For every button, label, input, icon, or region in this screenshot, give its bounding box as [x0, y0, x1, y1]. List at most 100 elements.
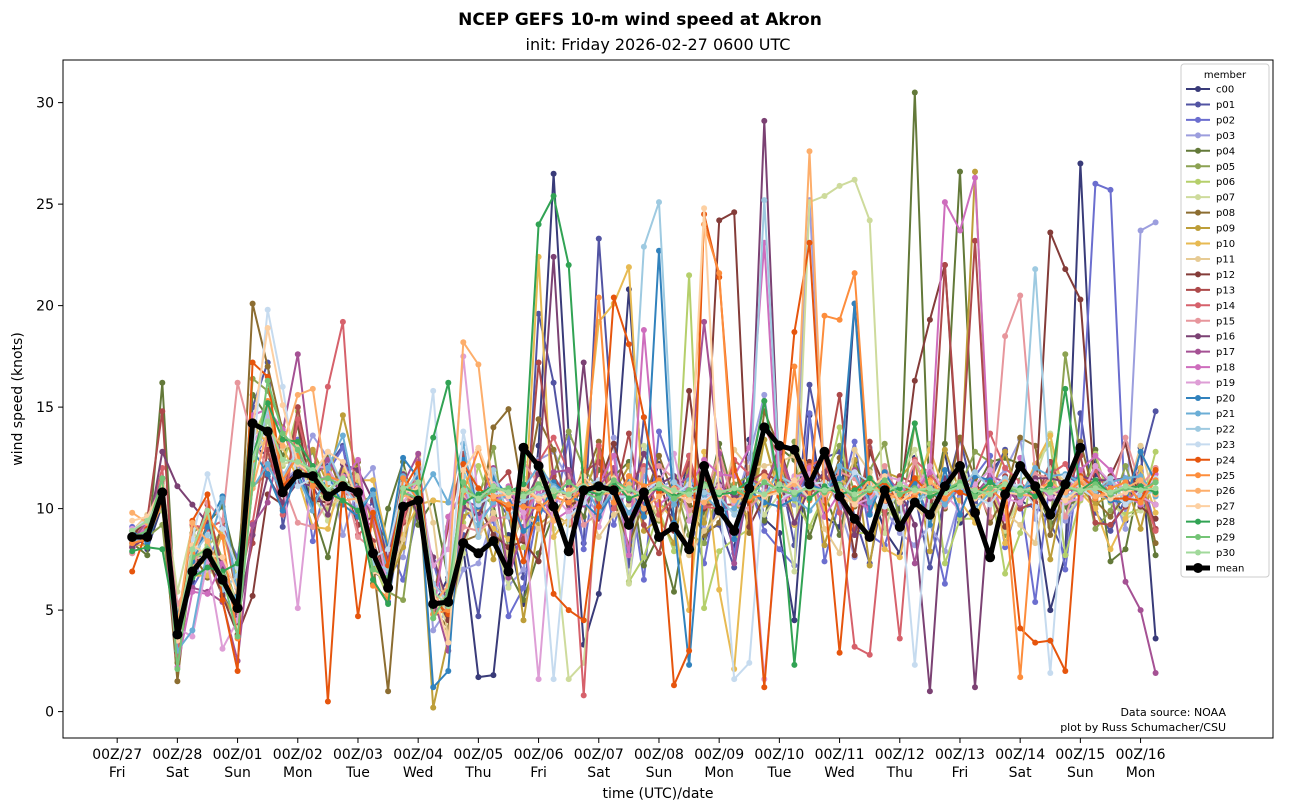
data-point — [957, 168, 963, 175]
data-point — [580, 692, 587, 699]
data-point — [972, 237, 978, 244]
data-point — [204, 471, 211, 478]
data-point — [941, 560, 948, 567]
data-point — [264, 400, 271, 407]
mean-point — [217, 574, 228, 585]
data-point — [550, 170, 557, 177]
data-point — [1107, 513, 1114, 520]
legend-label: p15 — [1216, 316, 1235, 327]
data-point — [189, 627, 196, 634]
data-point — [926, 316, 933, 323]
data-point — [1152, 489, 1159, 496]
legend-swatch-marker — [1195, 194, 1201, 201]
legend-entry-p12: p12 — [1186, 270, 1235, 281]
data-point — [264, 306, 271, 313]
data-point — [249, 521, 256, 528]
data-point — [1137, 607, 1144, 614]
data-point — [972, 469, 978, 476]
data-point — [1107, 527, 1114, 534]
x-tick-day: Sun — [1067, 765, 1094, 781]
data-point — [174, 666, 181, 672]
data-point — [791, 489, 798, 496]
data-point — [159, 475, 166, 482]
mean-point — [232, 603, 243, 614]
legend-title: member — [1204, 70, 1247, 81]
legend-label: p04 — [1216, 146, 1235, 157]
data-point — [731, 564, 738, 571]
data-point — [836, 509, 843, 516]
mean-point — [1075, 442, 1086, 453]
data-point — [490, 672, 497, 679]
legend-label: p05 — [1216, 162, 1235, 173]
data-point — [475, 491, 482, 498]
mean-point — [383, 582, 394, 593]
data-point — [445, 499, 452, 506]
x-tick-day: Sat — [1009, 765, 1032, 781]
data-point — [761, 117, 768, 124]
data-point — [1137, 473, 1144, 480]
data-point — [294, 391, 301, 398]
data-point — [1017, 491, 1024, 498]
data-point — [1002, 333, 1009, 340]
data-point — [1137, 487, 1144, 494]
legend-entry-c00: c00 — [1186, 85, 1234, 96]
mean-point — [398, 501, 409, 512]
data-point — [851, 487, 858, 494]
data-point — [851, 446, 858, 453]
data-point — [475, 361, 482, 368]
data-point — [941, 440, 948, 447]
data-point — [400, 485, 407, 492]
data-point — [535, 558, 542, 565]
data-point — [640, 467, 647, 473]
data-point — [355, 507, 361, 514]
data-point — [656, 477, 662, 484]
data-point — [1137, 477, 1144, 484]
data-point — [505, 613, 512, 620]
legend-label: p09 — [1216, 224, 1235, 235]
data-point — [911, 521, 918, 528]
data-point — [836, 316, 843, 323]
data-point — [731, 209, 738, 216]
mean-point — [127, 532, 138, 542]
data-point — [565, 487, 572, 494]
legend-entry-p28: p28 — [1186, 517, 1235, 528]
legend-label: p30 — [1216, 548, 1235, 559]
data-point — [339, 497, 346, 504]
legend-label: p08 — [1216, 208, 1235, 219]
data-point — [1002, 481, 1009, 488]
data-point — [294, 416, 301, 423]
data-point — [490, 467, 497, 473]
x-tick-day: Thu — [464, 765, 491, 781]
data-point — [475, 463, 482, 469]
data-point — [625, 495, 632, 502]
data-point — [1122, 434, 1129, 441]
data-point — [490, 509, 497, 516]
data-point — [159, 546, 166, 553]
data-point — [776, 546, 783, 553]
data-point — [851, 643, 858, 650]
data-point — [460, 467, 467, 473]
data-point — [595, 442, 602, 449]
data-point — [294, 519, 301, 526]
legend-entry-p25: p25 — [1186, 471, 1235, 482]
data-point — [565, 607, 572, 614]
data-point — [1152, 670, 1159, 676]
data-point — [972, 493, 978, 500]
data-point — [791, 363, 798, 370]
x-tick-label: 00Z/04 — [393, 747, 443, 763]
data-point — [625, 473, 632, 480]
data-point — [1017, 625, 1024, 632]
legend-entry-p22: p22 — [1186, 424, 1235, 435]
data-point — [475, 444, 482, 451]
data-point — [972, 168, 978, 175]
data-point — [731, 489, 738, 496]
data-point — [279, 436, 286, 443]
data-point — [1032, 493, 1039, 500]
data-point — [294, 605, 301, 612]
data-point — [595, 495, 602, 502]
x-tick-day: Fri — [530, 765, 547, 781]
data-point — [1152, 479, 1159, 486]
legend-swatch-marker — [1195, 132, 1201, 139]
legend-entry-p14: p14 — [1186, 301, 1235, 312]
data-point — [204, 590, 211, 597]
